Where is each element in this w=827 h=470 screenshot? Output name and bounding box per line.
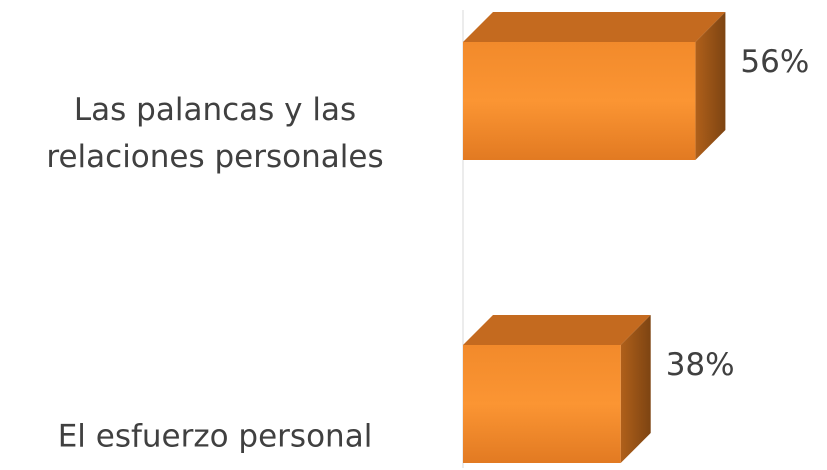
category-label: El esfuerzo personal	[57, 418, 373, 455]
bar-side	[620, 315, 651, 463]
bar-top	[463, 12, 726, 42]
bar-front	[463, 42, 696, 160]
category-label: Las palancas y las relaciones personales	[46, 92, 384, 175]
value-label: 56%	[740, 44, 810, 80]
bar-top	[463, 315, 651, 345]
bar-front	[463, 345, 621, 463]
bar-side	[695, 12, 726, 160]
bar	[463, 12, 726, 160]
bar	[463, 315, 651, 463]
value-label: 38%	[665, 347, 735, 383]
